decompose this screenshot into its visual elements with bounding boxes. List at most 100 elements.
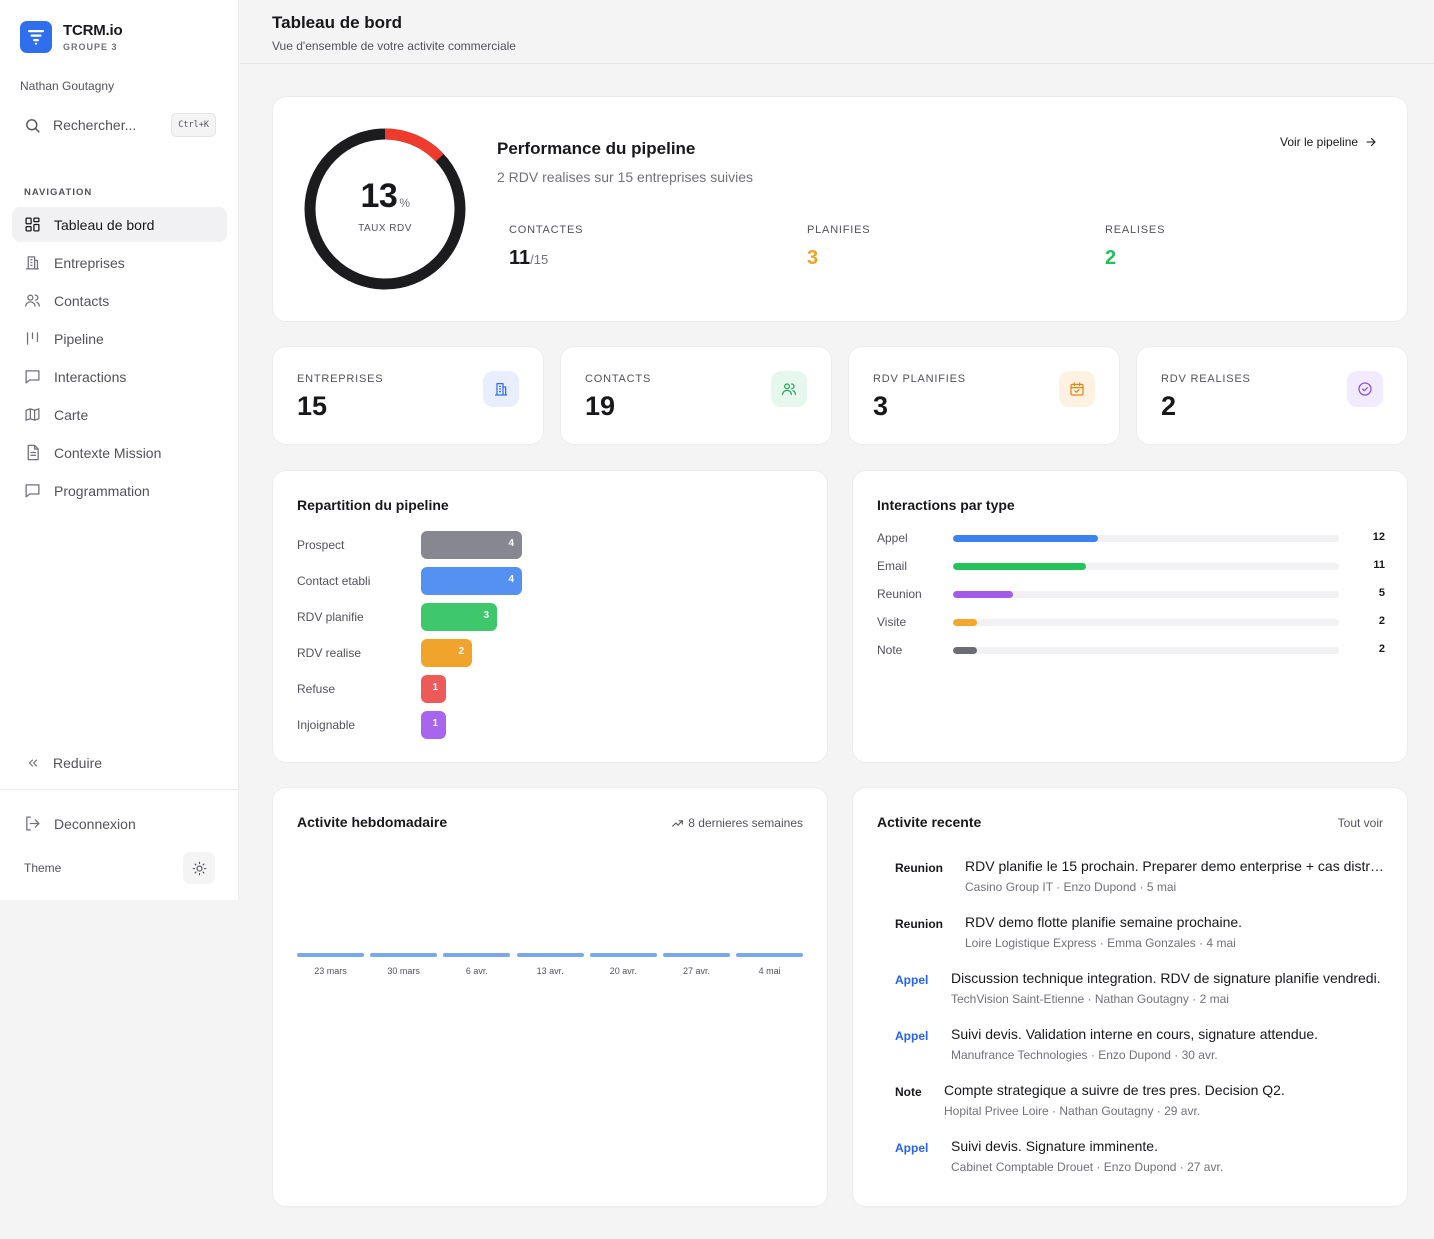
distribution-row: Contact etabli 4 xyxy=(297,567,797,595)
search-button[interactable]: Rechercher... Ctrl+K xyxy=(12,110,216,140)
interaction-value: 11 xyxy=(1373,559,1385,571)
interaction-label: Appel xyxy=(877,531,908,545)
sidebar-divider xyxy=(0,789,239,790)
kpi-value: 19 xyxy=(585,391,616,421)
interaction-value: 5 xyxy=(1378,587,1385,599)
logo-filter-icon xyxy=(20,21,52,53)
interaction-bar xyxy=(953,591,1014,598)
map-icon xyxy=(25,408,40,421)
brand[interactable]: TCRM.io GROUPE 3 xyxy=(20,21,123,53)
sidebar-item-contexte-mission[interactable]: Contexte Mission xyxy=(12,435,227,470)
recent-activity-item[interactable]: Appel Suivi devis. Signature imminente. Ca… xyxy=(895,1138,1385,1174)
distribution-bar: 2 xyxy=(421,639,472,667)
recent-activity-item[interactable]: Appel Discussion technique integration. R… xyxy=(895,970,1385,1006)
stat-value: 2 xyxy=(1105,247,1117,269)
interaction-track xyxy=(953,563,1339,570)
interaction-value: 2 xyxy=(1378,643,1385,655)
search-icon xyxy=(26,118,40,133)
week-label: 4 mai xyxy=(758,966,781,976)
kpi-card-rdv-planifies: RDV PLANIFIES 3 xyxy=(848,346,1120,445)
interaction-track xyxy=(953,647,1339,654)
weekly-activity-card: Activite hebdomadaire 8 dernieres semain… xyxy=(272,787,828,1207)
performance-subtitle: 2 RDV realises sur 15 entreprises suivie… xyxy=(497,169,753,185)
distribution-value: 1 xyxy=(432,718,438,729)
dashboard-icon xyxy=(25,217,40,232)
kpi-value: 3 xyxy=(873,391,889,421)
recent-activity-card: Activite recente Tout voir Reunion RDV pl… xyxy=(852,787,1408,1207)
collapse-label: Reduire xyxy=(53,754,103,771)
collapse-sidebar-button[interactable]: Reduire xyxy=(12,745,227,780)
app-name: TCRM.io xyxy=(63,22,123,39)
sidebar-item-label: Programmation xyxy=(54,482,150,499)
week-column: 13 avr. xyxy=(516,953,584,976)
recent-activity-item[interactable]: Note Compte strategique a suivre de tres … xyxy=(895,1082,1385,1118)
kpi-card-rdv-realises: RDV REALISES 2 xyxy=(1136,346,1408,445)
sidebar-item-entreprises[interactable]: Entreprises xyxy=(12,245,227,280)
theme-label: Theme xyxy=(24,861,62,875)
pipeline-performance-card: 13% TAUX RDV Performance du pipeline 2 R… xyxy=(272,96,1408,322)
rdv-rate-unit: % xyxy=(399,196,410,210)
activity-body: Suivi devis. Validation interne en cours… xyxy=(895,1026,1385,1062)
distribution-title: Repartition du pipeline xyxy=(297,497,449,513)
search-placeholder: Rechercher... xyxy=(53,117,137,133)
sidebar-item-interactions[interactable]: Interactions xyxy=(12,359,227,394)
see-all-link[interactable]: Tout voir xyxy=(1337,816,1383,830)
interaction-track xyxy=(953,619,1339,626)
sidebar-item-tableau-de-bord[interactable]: Tableau de bord xyxy=(12,207,227,242)
logout-button[interactable]: Deconnexion xyxy=(12,806,227,841)
week-bar xyxy=(663,953,730,957)
performance-title: Performance du pipeline xyxy=(497,139,696,158)
stat-done: REALISES 2 xyxy=(1105,224,1165,270)
sidebar-item-pipeline[interactable]: Pipeline xyxy=(12,321,227,356)
stat-value: 3 xyxy=(807,247,819,269)
interaction-bar xyxy=(953,563,1086,570)
recent-activity-item[interactable]: Reunion RDV demo flotte planifie semaine … xyxy=(895,914,1385,950)
week-column: 23 mars xyxy=(297,953,364,976)
recent-activity-item[interactable]: Appel Suivi devis. Validation interne en … xyxy=(895,1026,1385,1062)
view-pipeline-link[interactable]: Voir le pipeline xyxy=(1280,135,1377,149)
activity-meta: TechVision Saint-Etienne · Nathan Goutag… xyxy=(951,992,1229,1006)
distribution-value: 3 xyxy=(483,610,489,621)
kpi-card-entreprises: ENTREPRISES 15 xyxy=(272,346,544,445)
chat-icon xyxy=(25,370,40,384)
interaction-row: Reunion 5 xyxy=(877,587,1385,603)
logout-label: Deconnexion xyxy=(54,815,136,832)
week-label: 23 mars xyxy=(314,966,347,976)
activity-text: RDV planifie le 15 prochain. Preparer de… xyxy=(965,858,1385,874)
check-circle-icon xyxy=(1347,371,1383,407)
page-subtitle: Vue d'ensemble de votre activite commerc… xyxy=(272,39,516,53)
theme-toggle-button[interactable] xyxy=(183,852,215,884)
distribution-row: Prospect 4 xyxy=(297,531,797,559)
distribution-bar: 1 xyxy=(421,711,446,739)
pipeline-icon xyxy=(26,332,39,345)
distribution-bar: 4 xyxy=(421,531,522,559)
activity-body: Compte strategique a suivre de tres pres… xyxy=(895,1082,1385,1118)
recent-activity-item[interactable]: Reunion RDV planifie le 15 prochain. Prep… xyxy=(895,858,1385,894)
sidebar-item-label: Pipeline xyxy=(54,330,104,347)
distribution-label: Prospect xyxy=(297,538,345,552)
week-label: 13 avr. xyxy=(536,966,564,976)
interaction-value: 2 xyxy=(1378,615,1385,627)
distribution-row: Injoignable 1 xyxy=(297,711,797,739)
week-bar xyxy=(516,953,584,957)
activity-text: Suivi devis. Signature imminente. xyxy=(951,1138,1158,1154)
activity-type: Appel xyxy=(895,973,929,987)
activity-body: Discussion technique integration. RDV de… xyxy=(895,970,1385,1006)
sidebar-item-contacts[interactable]: Contacts xyxy=(12,283,227,318)
sidebar-item-carte[interactable]: Carte xyxy=(12,397,227,432)
activity-type: Note xyxy=(895,1085,922,1099)
distribution-label: RDV realise xyxy=(297,646,362,660)
sidebar-item-label: Contacts xyxy=(54,292,110,309)
stat-number: 11 xyxy=(509,247,531,269)
week-column: 6 avr. xyxy=(443,953,511,976)
distribution-value: 4 xyxy=(508,538,514,549)
kpi-card-contacts: CONTACTS 19 xyxy=(560,346,832,445)
activity-body: Suivi devis. Signature imminente. Cabinet… xyxy=(895,1138,1385,1174)
logout-icon xyxy=(26,816,40,831)
week-bar xyxy=(589,953,657,957)
activity-body: RDV demo flotte planifie semaine prochai… xyxy=(895,914,1385,950)
interaction-bar xyxy=(953,619,978,626)
pipeline-distribution-card: Repartition du pipeline Prospect 4 Contact… xyxy=(272,470,828,763)
sidebar-item-programmation[interactable]: Programmation xyxy=(12,473,227,508)
distribution-label: Contact etabli xyxy=(297,574,371,588)
